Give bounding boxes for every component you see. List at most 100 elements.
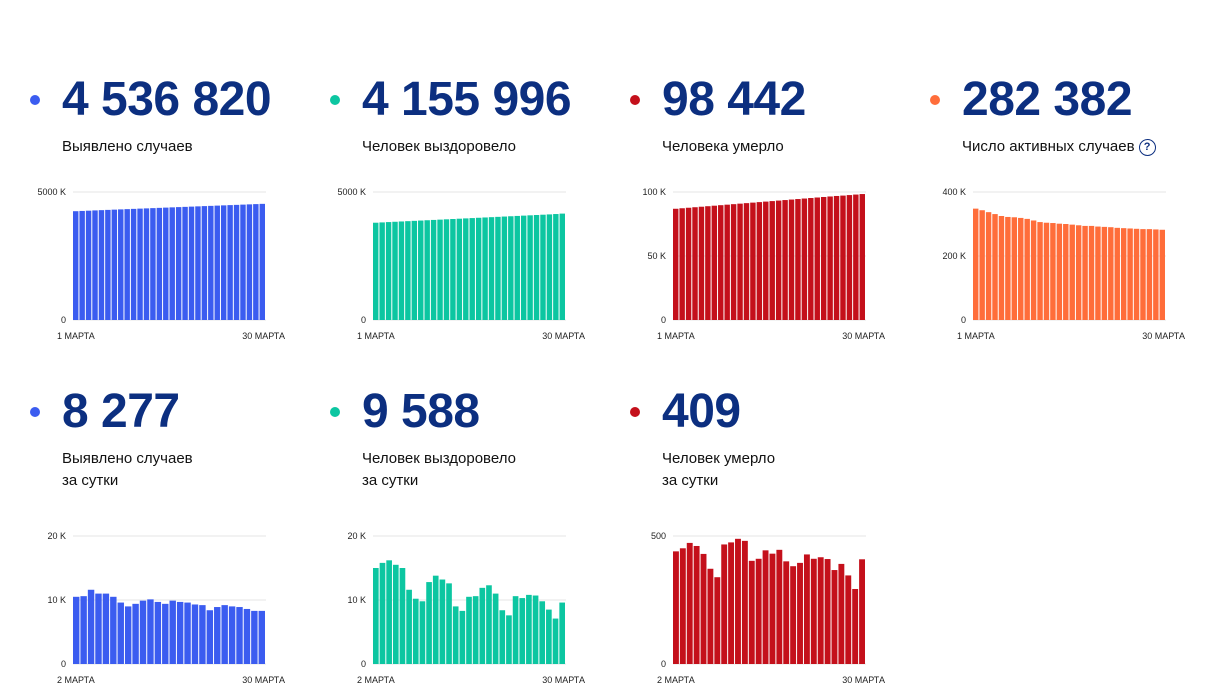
bar xyxy=(831,570,838,664)
y-tick-label: 400 K xyxy=(942,187,966,197)
stat-label-line: Человек выздоровело xyxy=(362,450,516,467)
bar xyxy=(221,605,228,664)
chart-daily-cases: 0 10 K 20 K 2 МАРТА 30 МАРТА xyxy=(47,531,285,685)
bar xyxy=(1088,225,1095,320)
series-color-dot xyxy=(30,95,40,105)
bar xyxy=(714,577,721,664)
y-tick-label: 20 K xyxy=(47,531,66,541)
y-tick-label: 0 xyxy=(61,659,66,669)
bar xyxy=(1101,226,1108,320)
bar xyxy=(117,602,124,664)
stat-value: 282 382 xyxy=(962,73,1133,126)
bar xyxy=(803,554,810,664)
stat-label: Выявлено случаев за сутки xyxy=(62,448,193,492)
y-tick-label: 5000 K xyxy=(37,187,66,197)
x-tick-label-end: 30 МАРТА xyxy=(542,675,585,685)
bar xyxy=(985,212,992,320)
x-tick-label-start: 2 МАРТА xyxy=(657,675,695,685)
bar xyxy=(859,559,865,664)
bar xyxy=(79,210,85,320)
bar xyxy=(169,600,176,664)
bar xyxy=(992,214,998,320)
bar xyxy=(527,215,533,320)
bar xyxy=(673,551,679,664)
bar xyxy=(698,206,705,320)
bar xyxy=(392,564,399,664)
bar xyxy=(673,208,679,320)
bar xyxy=(191,604,199,664)
bar xyxy=(852,588,859,664)
bar xyxy=(437,219,443,320)
bar xyxy=(1082,225,1088,320)
bar xyxy=(546,214,553,320)
bar xyxy=(73,596,80,664)
bar xyxy=(776,549,783,664)
bar xyxy=(1063,224,1069,320)
bar xyxy=(788,199,795,320)
bar xyxy=(80,596,87,664)
bar xyxy=(512,596,519,664)
bar xyxy=(721,544,728,664)
bar xyxy=(840,195,846,320)
bar xyxy=(769,201,775,320)
bar xyxy=(98,210,105,320)
bar xyxy=(399,568,406,664)
bar xyxy=(227,205,233,320)
stat-card-daily-cases: 8 277 Выявлено случаев за сутки 0 10 K 20 … xyxy=(30,380,300,685)
y-tick-label: 10 K xyxy=(347,595,366,605)
bar xyxy=(379,562,386,664)
bar xyxy=(208,205,214,320)
stat-label-line: Выявлено случаев xyxy=(62,138,193,155)
stat-value: 8 277 xyxy=(62,385,180,438)
bar xyxy=(426,582,432,664)
bar xyxy=(1146,229,1153,320)
stat-card-daily-recovered: 9 588 Человек выздоровело за сутки 0 10 K… xyxy=(330,380,600,685)
question-circle-icon[interactable]: ? xyxy=(1138,139,1156,156)
bar xyxy=(775,200,782,320)
bar xyxy=(424,220,430,320)
bar xyxy=(499,610,506,664)
stat-label-line: Человек умерло xyxy=(662,450,776,467)
bar xyxy=(233,204,240,320)
bar xyxy=(808,198,814,320)
stat-value: 4 536 820 xyxy=(62,73,272,126)
bar xyxy=(118,209,124,320)
bar xyxy=(532,595,539,664)
bar xyxy=(488,217,495,320)
bar xyxy=(472,596,479,664)
bar xyxy=(175,207,182,320)
bar xyxy=(452,606,459,664)
y-tick-label: 0 xyxy=(961,315,966,325)
bar xyxy=(432,575,439,664)
bar xyxy=(755,558,762,664)
bar xyxy=(139,600,147,664)
bar xyxy=(782,200,788,320)
series-color-dot xyxy=(630,407,640,417)
bar xyxy=(411,220,418,320)
bar xyxy=(240,204,246,320)
bar xyxy=(846,195,853,320)
bar xyxy=(486,585,492,664)
x-tick-label-end: 30 МАРТА xyxy=(842,675,885,685)
bar xyxy=(705,206,711,320)
stat-label-line: Выявлено случаев xyxy=(62,450,193,467)
bar xyxy=(763,201,769,320)
y-tick-label: 0 xyxy=(61,315,66,325)
bar xyxy=(373,222,379,320)
bar xyxy=(430,219,437,320)
bar xyxy=(492,593,499,664)
stat-label: Человек умерло за сутки xyxy=(662,448,775,492)
series-color-dot xyxy=(330,95,340,105)
bar xyxy=(406,589,412,664)
y-tick-label: 100 K xyxy=(642,187,666,197)
bar xyxy=(162,603,169,664)
bar xyxy=(730,204,737,320)
bar xyxy=(728,542,735,664)
bar xyxy=(105,209,111,320)
bar xyxy=(801,198,808,320)
bar xyxy=(762,550,769,664)
chart-total-cases: 0 5000 K 1 МАРТА 30 МАРТА xyxy=(37,187,285,341)
bar xyxy=(143,208,150,320)
bar xyxy=(243,608,251,664)
bar xyxy=(692,207,698,320)
